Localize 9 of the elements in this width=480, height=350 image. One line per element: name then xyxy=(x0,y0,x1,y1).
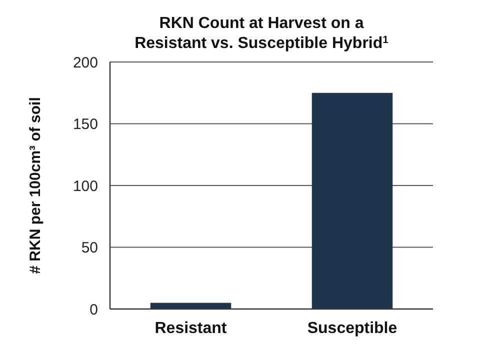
y-tick-label: 100 xyxy=(72,178,98,195)
x-tick-label: Susceptible xyxy=(307,320,398,337)
y-axis-title: # RKN per 100cm³ of soil xyxy=(27,97,44,274)
x-tick-label: Resistant xyxy=(154,320,228,337)
chart-title: RKN Count at Harvest on a Resistant vs. Susceptible Hybrid$^{1}$ xyxy=(134,15,389,52)
y-tick-label: 200 xyxy=(72,54,98,72)
y-tick-label: 0 xyxy=(90,301,98,318)
y-tick-label: 50 xyxy=(81,240,98,256)
y-tick-label: 150 xyxy=(72,116,98,133)
